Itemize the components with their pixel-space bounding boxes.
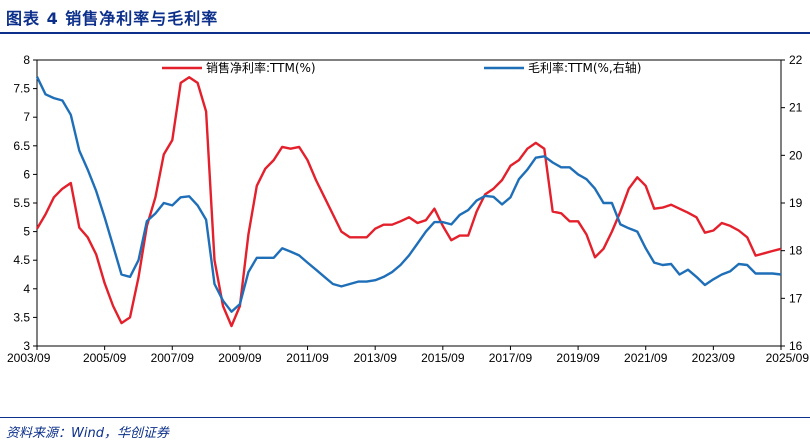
legend-net-margin-label: 销售净利率:TTM(%) [206,60,316,75]
y-left-tick-label: 4 [23,282,30,296]
y-right-tick-label: 22 [789,53,803,67]
x-tick-label: 2013/09 [353,351,397,365]
y-right-tick-label: 17 [789,291,803,305]
y-left-tick-label: 8 [23,53,30,67]
y-right-tick-label: 21 [789,101,803,115]
y-left-tick-label: 3 [23,339,30,353]
y-right-tick-label: 18 [789,244,803,258]
x-tick-label: 2011/09 [286,351,329,365]
y-left-tick-label: 6.5 [13,139,30,153]
y-left-tick-label: 4.5 [13,253,30,267]
y-left-tick-label: 7 [23,110,30,124]
footer-divider [0,417,810,418]
header-divider [0,32,810,34]
y-left-tick-label: 5 [23,225,30,239]
gross-margin-line [35,76,782,313]
x-tick-label: 2015/09 [421,351,465,365]
y-left-tick-label: 7.5 [13,82,30,96]
figure-header: 图表 4 销售净利率与毛利率 [0,0,810,34]
y-right-tick-label: 19 [789,196,803,210]
plot-frame [36,59,782,347]
x-tick-label: 2005/09 [83,351,127,365]
net-margin-line [35,76,782,328]
y-right-tick-label: 16 [789,339,803,353]
figure-title: 图表 4 销售净利率与毛利率 [6,9,219,28]
source-note: 资料来源：Wind，华创证券 [6,426,169,441]
x-tick-label: 2017/09 [489,351,533,365]
legend-gross-margin-label: 毛利率:TTM(%,右轴) [528,60,641,75]
y-left-tick-label: 3.5 [13,310,30,324]
x-tick-label: 2021/09 [624,351,668,365]
y-right-tick-label: 20 [789,148,803,162]
x-tick-label: 2023/09 [692,351,736,365]
x-tick-label: 2007/09 [151,351,195,365]
y-left-tick-label: 6 [23,167,30,181]
x-tick-label: 2019/09 [556,351,600,365]
x-tick-label: 2009/09 [218,351,262,365]
x-tick-label: 2025/09 [766,351,810,365]
x-tick-label: 2003/09 [7,351,51,365]
y-left-tick-label: 5.5 [13,196,30,210]
